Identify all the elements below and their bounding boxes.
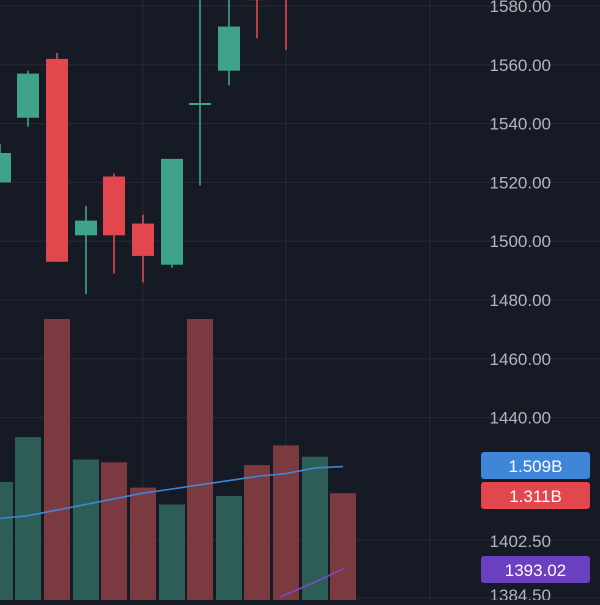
price-tick-label: 1560.00: [490, 56, 551, 75]
price-tick-label: 1440.00: [490, 409, 551, 428]
price-tick-label: 1520.00: [490, 173, 551, 192]
volume-bar-down: [273, 445, 299, 600]
volume-bar-down: [187, 319, 213, 600]
price-tick-label: 1480.00: [490, 291, 551, 310]
volume-bar-up: [0, 482, 13, 600]
lower-tick-label: 1384.50: [490, 586, 551, 600]
volume-bar-down: [101, 462, 127, 600]
volume-bar-up: [159, 504, 185, 600]
price-tick-label: 1540.00: [490, 115, 551, 134]
volume-bar-down: [44, 319, 70, 600]
lower-tick-label: 1402.50: [490, 532, 551, 551]
volume-bar-down: [330, 493, 356, 600]
candle-body-down: [132, 224, 154, 256]
volume-bar-up: [73, 460, 99, 601]
volume-bar-up: [216, 496, 242, 600]
price-tick-label: 1500.00: [490, 232, 551, 251]
value-label-text: 1.311B: [509, 487, 562, 506]
candle-body-up: [0, 153, 11, 182]
candle-body-up: [17, 74, 39, 118]
candle-body-up: [218, 27, 240, 71]
candle-body-down: [46, 59, 68, 262]
price-tick-label: 1580.00: [490, 0, 551, 16]
candle-body-up: [161, 159, 183, 265]
volume-bar-down: [244, 465, 270, 600]
volume-bar-down: [130, 488, 156, 600]
candle-body-up: [75, 221, 97, 236]
price-tick-label: 1460.00: [490, 350, 551, 369]
value-label-text: 1393.02: [505, 561, 566, 580]
value-label-text: 1.509B: [509, 457, 563, 476]
candle-body-up: [189, 103, 211, 105]
candle-body-down: [103, 177, 125, 236]
volume-bar-up: [15, 437, 41, 600]
